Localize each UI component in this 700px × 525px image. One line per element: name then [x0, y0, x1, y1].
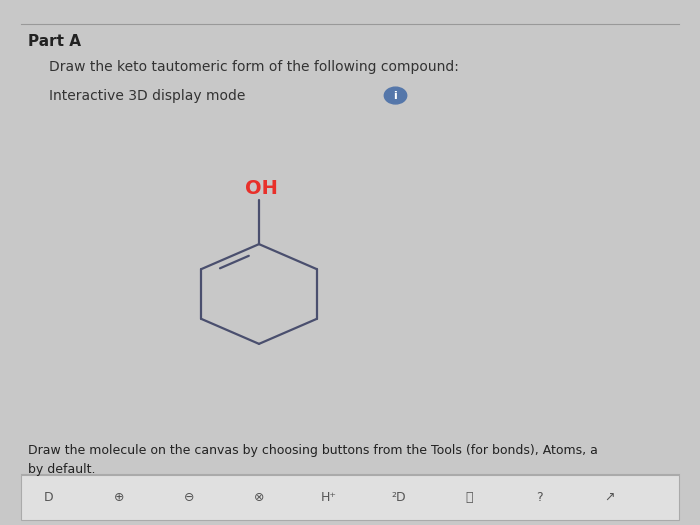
- FancyBboxPatch shape: [21, 475, 679, 520]
- Text: ⓘ: ⓘ: [466, 491, 472, 503]
- Text: ⊖: ⊖: [183, 491, 195, 503]
- Text: by default.: by default.: [28, 463, 95, 476]
- Text: D: D: [44, 491, 54, 503]
- Circle shape: [384, 87, 407, 104]
- Text: Part A: Part A: [28, 34, 81, 49]
- Text: Interactive 3D display mode: Interactive 3D display mode: [49, 89, 246, 103]
- Text: ?: ?: [536, 491, 542, 503]
- Text: Draw the molecule on the canvas by choosing buttons from the Tools (for bonds), : Draw the molecule on the canvas by choos…: [28, 444, 598, 457]
- Text: H⁺: H⁺: [321, 491, 337, 503]
- Text: ↗: ↗: [603, 491, 615, 503]
- Text: ⊗: ⊗: [253, 491, 265, 503]
- Text: i: i: [393, 90, 398, 101]
- Text: Draw the keto tautomeric form of the following compound:: Draw the keto tautomeric form of the fol…: [49, 60, 459, 75]
- Text: ²D: ²D: [392, 491, 406, 503]
- Text: ⊕: ⊕: [114, 491, 125, 503]
- Text: OH: OH: [245, 179, 277, 198]
